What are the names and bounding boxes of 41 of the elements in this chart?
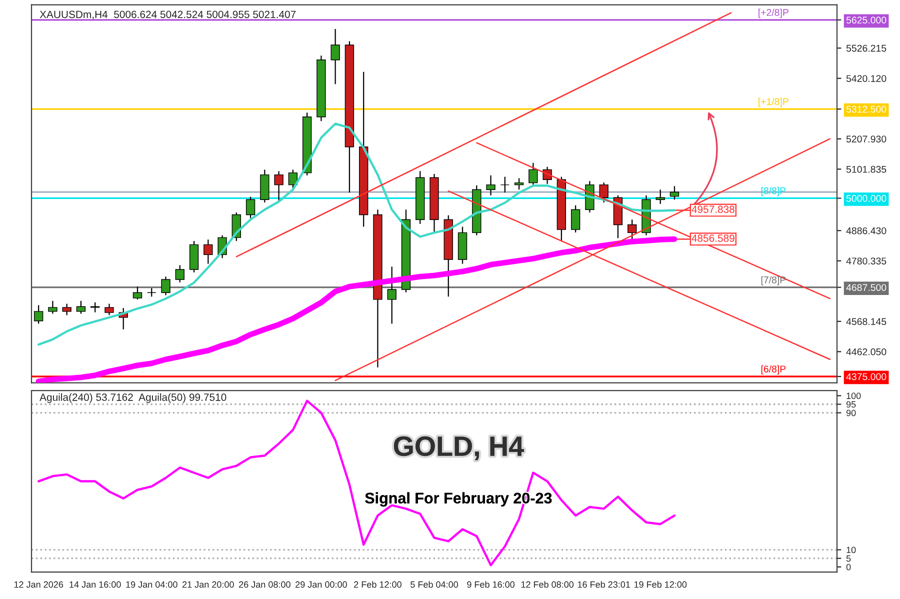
- x-tick-label: 9 Feb 16:00: [467, 581, 515, 588]
- y-tick-label: 0: [846, 564, 851, 570]
- ref-line-label: [7/8]P: [761, 276, 786, 286]
- ref-line-label: [6/8]P: [761, 365, 786, 374]
- x-tick-label: 29 Jan 00:00: [296, 581, 347, 588]
- annotation: 4856.589: [692, 234, 734, 242]
- annotation: 4957.838: [692, 206, 734, 214]
- y-tick-label: 4375.000: [846, 373, 886, 380]
- x-tick-label: 21 Jan 20:00: [182, 581, 234, 588]
- y-tick-label: 5101.835: [846, 166, 886, 173]
- y-tick-label: 4886.430: [846, 227, 886, 234]
- y-tick-label: 10: [846, 546, 856, 554]
- x-tick-label: 2 Feb 12:00: [354, 581, 402, 588]
- x-tick-label: 12 Feb 08:00: [521, 581, 574, 588]
- annotation: GOLD, H4: [394, 436, 524, 460]
- x-tick-label: 5 Feb 04:00: [410, 581, 458, 588]
- x-tick-label: 14 Jan 16:00: [70, 581, 121, 588]
- x-tick-label: 16 Feb 23:01: [578, 581, 630, 588]
- ref-line-label: [+1/8]P: [758, 98, 788, 107]
- y-tick-label: 95: [846, 401, 856, 408]
- y-tick-label: 5625.000: [846, 16, 886, 24]
- x-tick-label: 19 Jan 04:00: [126, 581, 178, 588]
- x-tick-label: 19 Feb 12:00: [634, 581, 687, 588]
- y-tick-label: 4568.145: [846, 318, 886, 326]
- ref-line-label: [+2/8]P: [758, 8, 788, 18]
- ref-line-label: [8/8]P: [761, 187, 786, 196]
- y-tick-label: 5: [846, 555, 851, 562]
- chart-title: Aguila(240) 53.7162 Aguila(50) 99.7510: [40, 393, 226, 403]
- y-tick-label: 5207.930: [846, 136, 886, 142]
- y-tick-label: 4462.050: [846, 348, 886, 356]
- y-tick-label: 5312.500: [846, 106, 886, 113]
- x-tick-label: 12 Jan 2026: [14, 581, 64, 588]
- y-tick-label: 5526.215: [846, 44, 886, 52]
- y-tick-label: 5000.000: [846, 194, 886, 202]
- y-tick-label: 90: [846, 410, 856, 416]
- y-tick-label: 4687.500: [846, 284, 886, 291]
- y-tick-label: 100: [846, 392, 861, 400]
- chart-title: XAUUSDm,H4 5006.624 5042.524 5004.955 5021.407: [40, 10, 296, 20]
- x-tick-label: 26 Jan 08:00: [239, 581, 290, 588]
- y-tick-label: 4780.335: [846, 258, 886, 264]
- y-tick-label: 5420.120: [846, 75, 886, 82]
